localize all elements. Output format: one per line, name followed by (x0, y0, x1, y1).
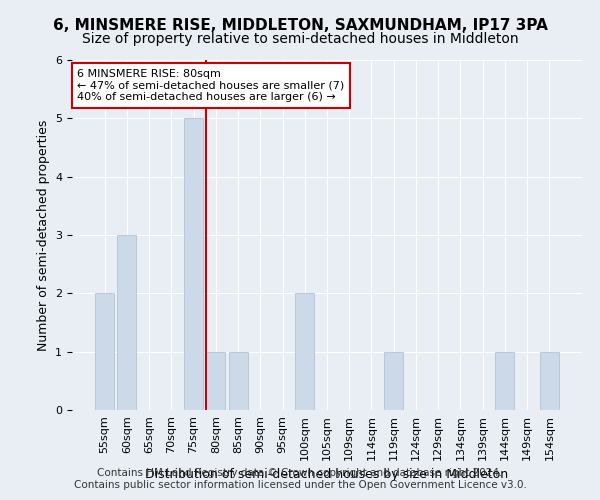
Bar (496, 352, 514, 410)
Bar (95, 294, 114, 410)
Text: 6, MINSMERE RISE, MIDDLETON, SAXMUNDHAM, IP17 3PA: 6, MINSMERE RISE, MIDDLETON, SAXMUNDHAM,… (53, 18, 547, 32)
X-axis label: Distribution of semi-detached houses by size in Middleton: Distribution of semi-detached houses by … (145, 468, 509, 481)
Bar (118, 235, 136, 410)
Bar (540, 352, 559, 410)
Text: 6 MINSMERE RISE: 80sqm
← 47% of semi-detached houses are smaller (7)
40% of semi: 6 MINSMERE RISE: 80sqm ← 47% of semi-det… (77, 69, 344, 102)
Bar (384, 352, 403, 410)
Y-axis label: Number of semi-detached properties: Number of semi-detached properties (37, 120, 50, 350)
Bar (184, 118, 203, 410)
Text: Size of property relative to semi-detached houses in Middleton: Size of property relative to semi-detach… (82, 32, 518, 46)
Bar (206, 352, 225, 410)
Bar (229, 352, 248, 410)
Text: Contains HM Land Registry data © Crown copyright and database right 2024.
Contai: Contains HM Land Registry data © Crown c… (74, 468, 526, 490)
Bar (295, 294, 314, 410)
